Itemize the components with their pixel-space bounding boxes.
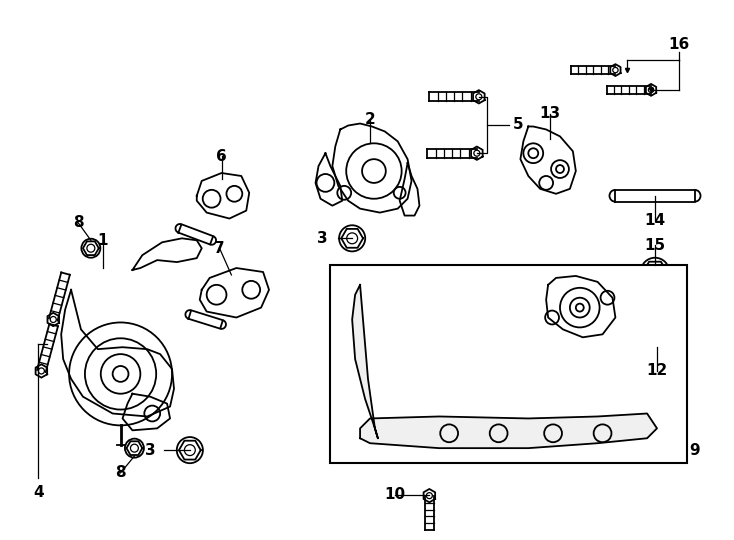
Text: 16: 16 (668, 37, 689, 52)
Text: 7: 7 (214, 241, 225, 256)
Polygon shape (546, 276, 615, 338)
Text: 3: 3 (145, 443, 156, 457)
Polygon shape (200, 268, 269, 318)
Text: 8: 8 (115, 465, 126, 481)
Text: 10: 10 (384, 487, 405, 502)
Polygon shape (132, 238, 202, 270)
Polygon shape (333, 124, 412, 213)
Text: 5: 5 (513, 117, 524, 132)
Text: 11: 11 (652, 300, 672, 315)
Polygon shape (520, 126, 576, 194)
Text: 15: 15 (644, 238, 666, 253)
Text: 12: 12 (647, 363, 668, 379)
Text: 4: 4 (33, 485, 44, 500)
Text: 9: 9 (689, 443, 700, 457)
Text: 1: 1 (98, 233, 108, 248)
Polygon shape (352, 285, 378, 438)
Text: 3: 3 (317, 231, 328, 246)
Text: 6: 6 (216, 148, 227, 164)
Polygon shape (360, 414, 657, 448)
Bar (330, 265, 687, 463)
Text: 14: 14 (644, 213, 666, 228)
Polygon shape (399, 163, 419, 215)
Polygon shape (197, 173, 250, 219)
Text: 2: 2 (365, 112, 375, 127)
Polygon shape (123, 394, 170, 430)
Polygon shape (61, 290, 174, 416)
Polygon shape (316, 153, 342, 206)
Text: 13: 13 (539, 106, 561, 121)
Text: 8: 8 (73, 215, 84, 230)
